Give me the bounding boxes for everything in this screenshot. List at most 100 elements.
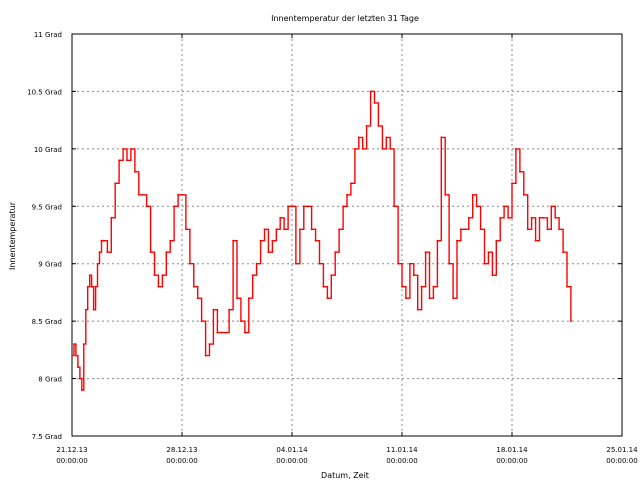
- data-point: [444, 193, 447, 196]
- data-point: [94, 285, 97, 288]
- data-point: [401, 285, 403, 288]
- data-point: [212, 308, 215, 311]
- data-point: [519, 170, 521, 173]
- data-point: [346, 193, 348, 196]
- data-point: [73, 343, 75, 345]
- data-point: [84, 308, 87, 311]
- data-point: [161, 274, 164, 277]
- y-tick-label: 8.5 Grad: [32, 318, 62, 326]
- data-point: [464, 228, 466, 231]
- x-tick-time: 00:00:00: [276, 457, 307, 465]
- series-line: [72, 90, 572, 391]
- y-tick-label: 11 Grad: [34, 31, 62, 39]
- data-point: [299, 228, 301, 231]
- data-point: [389, 148, 392, 150]
- data-point: [173, 205, 176, 208]
- data-point: [314, 239, 317, 242]
- x-tick-date: 28.12.13: [166, 446, 197, 454]
- x-axis: 21.12.13 00:00:00 28.12.13 00:00:00 04.01.14…: [56, 34, 638, 465]
- data-point: [90, 285, 93, 288]
- data-point: [534, 239, 537, 242]
- data-point: [487, 251, 490, 254]
- data-point: [80, 389, 83, 391]
- data-point: [369, 90, 372, 93]
- data-point: [204, 354, 207, 357]
- data-point: [475, 205, 478, 208]
- data-point: [267, 251, 270, 254]
- data-point: [326, 297, 329, 300]
- data-point: [566, 285, 568, 288]
- data-point: [247, 297, 250, 300]
- data-point: [79, 377, 81, 380]
- data-point: [196, 297, 199, 300]
- series-layer: [71, 90, 572, 391]
- data-point: [503, 205, 505, 208]
- x-tick-time: 00:00:00: [166, 457, 197, 465]
- data-point: [483, 262, 486, 265]
- data-point: [169, 239, 172, 242]
- data-point: [338, 228, 340, 231]
- data-point: [440, 136, 443, 139]
- data-point: [570, 320, 572, 322]
- data-point: [306, 205, 309, 208]
- x-tick-date: 04.01.14: [276, 446, 308, 454]
- data-point: [436, 239, 439, 242]
- data-point: [228, 308, 231, 311]
- data-point: [122, 148, 124, 150]
- data-point: [381, 148, 384, 150]
- data-point: [471, 193, 474, 196]
- data-point: [428, 297, 431, 300]
- data-point: [295, 262, 297, 265]
- data-point: [377, 125, 380, 127]
- data-point: [271, 239, 274, 242]
- x-tick-date: 11.01.14: [386, 446, 418, 454]
- y-tick-label: 8 Grad: [38, 376, 62, 384]
- y-tick-label: 10.5 Grad: [27, 88, 62, 96]
- y-axis: 7.5 Grad 8 Grad 8.5 Grad 9 Grad 9.5 Grad 10 G…: [27, 31, 622, 441]
- data-point: [118, 159, 120, 162]
- data-point: [145, 205, 148, 208]
- data-point: [554, 216, 557, 219]
- data-point: [255, 262, 258, 265]
- data-point: [208, 343, 211, 345]
- data-point: [110, 216, 113, 219]
- data-point: [409, 262, 411, 265]
- data-point: [354, 148, 356, 150]
- y-tick-label: 9.5 Grad: [32, 203, 62, 211]
- data-point: [251, 274, 254, 277]
- data-point: [357, 136, 360, 139]
- x-tick-date: 21.12.13: [56, 446, 87, 454]
- data-point: [361, 148, 364, 150]
- data-point: [224, 331, 227, 334]
- data-point: [106, 251, 109, 254]
- x-tick-time: 00:00:00: [56, 457, 87, 465]
- y-tick-label: 7.5 Grad: [32, 433, 62, 441]
- data-point: [507, 216, 509, 219]
- data-point: [420, 285, 423, 288]
- data-point: [393, 205, 395, 208]
- data-point: [330, 274, 333, 277]
- data-point: [77, 366, 79, 368]
- data-point: [511, 182, 513, 185]
- data-point: [562, 251, 564, 254]
- data-point: [279, 216, 282, 219]
- data-point: [220, 331, 223, 334]
- data-point: [432, 285, 435, 288]
- data-point: [82, 343, 85, 345]
- data-point: [302, 205, 305, 208]
- data-point: [397, 262, 399, 265]
- data-point: [542, 216, 545, 219]
- data-point: [448, 262, 450, 265]
- data-point: [385, 136, 388, 139]
- data-point: [373, 102, 376, 104]
- data-point: [92, 308, 95, 311]
- data-point: [550, 205, 553, 208]
- data-point: [240, 320, 242, 322]
- y-tick-label: 9 Grad: [38, 261, 62, 269]
- data-point: [126, 159, 128, 162]
- data-point: [71, 354, 73, 357]
- data-point: [102, 239, 105, 242]
- x-tick-time: 00:00:00: [606, 457, 637, 465]
- data-point: [177, 193, 180, 196]
